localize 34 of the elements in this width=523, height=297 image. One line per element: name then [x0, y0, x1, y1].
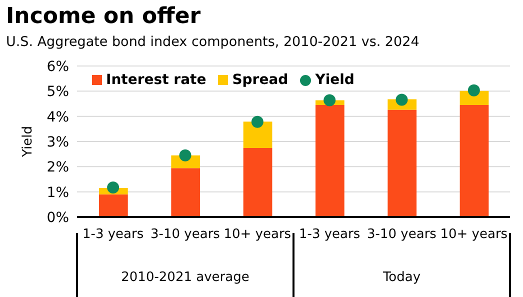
- bar: [388, 110, 417, 217]
- text: Today: [382, 270, 421, 285]
- y-tick-label: 2%: [46, 160, 69, 176]
- y-tick-label: 4%: [46, 109, 69, 126]
- point: [179, 149, 192, 162]
- y-axis-title: Yield: [20, 126, 36, 158]
- bar: [243, 122, 272, 148]
- y-tick-label: 5%: [46, 84, 69, 100]
- point: [468, 84, 480, 96]
- x-tick-label: 10+ years: [440, 227, 508, 242]
- x-tick-label: 3-10 years: [367, 227, 437, 242]
- y-tick-label: 1%: [46, 184, 69, 201]
- y-tick-label: 0%: [46, 210, 69, 226]
- bar: [316, 105, 344, 217]
- text: 2010-2021 average: [121, 270, 250, 285]
- x-tick-label: 1-3 years: [299, 227, 360, 242]
- bar: [99, 194, 128, 217]
- bar: [171, 168, 200, 217]
- chart-subtitle: U.S. Aggregate bond index components, 2010-2021 vs. 2024: [6, 34, 420, 50]
- x-tick-label: 1-3 years: [82, 227, 144, 242]
- point: [324, 94, 336, 106]
- bar: [243, 148, 272, 217]
- legend-label: Yield: [315, 72, 354, 88]
- point: [107, 182, 120, 194]
- bar: [460, 105, 489, 217]
- x-tick-label: 3-10 years: [150, 227, 220, 242]
- y-tick-label: 3%: [46, 134, 69, 150]
- point: [251, 116, 264, 128]
- point: [396, 94, 408, 106]
- legend-label: Spread: [232, 72, 288, 88]
- x-tick-label: 10+ years: [224, 227, 292, 242]
- legend-label: Interest rate: [106, 72, 206, 88]
- chart-title: Income on offer: [6, 4, 201, 29]
- y-tick-label: 6%: [46, 58, 69, 75]
